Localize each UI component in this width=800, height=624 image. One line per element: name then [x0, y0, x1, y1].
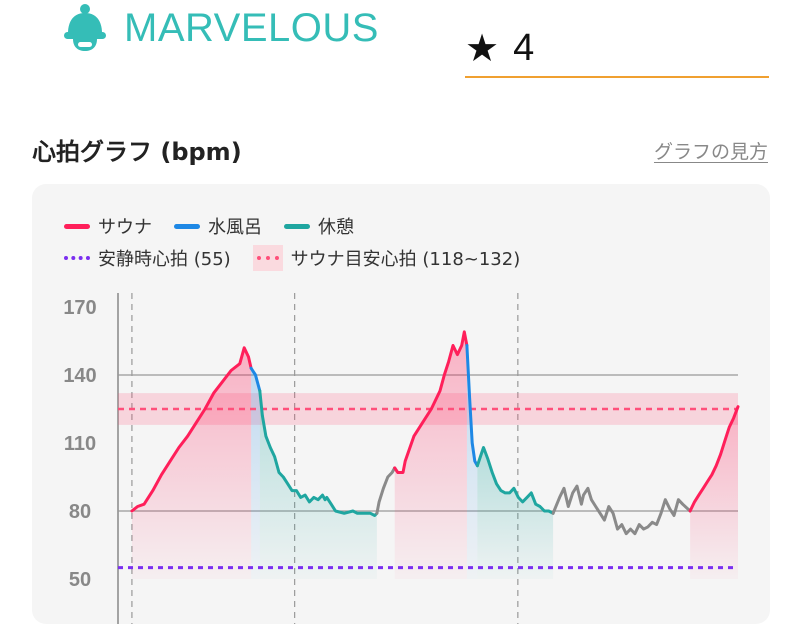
legend-swatch-rest: [284, 223, 310, 229]
brand-name: MARVELOUS: [124, 5, 379, 50]
legend-item-sauna-target: サウナ目安心拍 (118~132): [252, 245, 521, 271]
brand-logo: MARVELOUS: [60, 2, 379, 54]
legend-swatch-sauna-target: [252, 245, 283, 271]
y-tick-label-50: 50: [69, 569, 91, 591]
star-icon: ★: [465, 26, 500, 70]
legend-item-resting-hr: 安静時心拍 (55): [64, 245, 231, 271]
graph-help-link[interactable]: グラフの見方: [653, 141, 768, 163]
legend-item-rest: 休憩: [284, 213, 354, 239]
legend-label-resting-hr: 安静時心拍 (55): [98, 249, 231, 270]
legend-swatch-bath: [174, 223, 200, 229]
series-line-other-7: [551, 484, 692, 536]
sauna-hat-icon: [64, 4, 106, 51]
heart-rate-chart-card: サウナ 水風呂 休憩 安静時心拍 (55) サウナ目安心拍 (118~132) …: [32, 184, 770, 624]
area-sauna-0: [131, 347, 252, 579]
chart-legend: サウナ 水風呂 休憩 安静時心拍 (55) サウナ目安心拍 (118~132): [64, 210, 520, 274]
legend-swatch-resting-hr: [64, 256, 90, 260]
series-line-bath-1: [249, 366, 262, 393]
series-line-sauna-8: [688, 405, 740, 513]
y-tick-label-140: 140: [63, 365, 96, 387]
series-line-rest-2: [258, 389, 379, 517]
area-bath-1: [251, 368, 260, 579]
y-tick-label-80: 80: [69, 501, 91, 523]
rating-value: 4: [513, 26, 535, 69]
series-line-rest-6: [475, 446, 555, 515]
area-sauna-8: [690, 406, 738, 579]
series-line-sauna-0: [130, 346, 253, 513]
heart-rate-chart: 170 140 110 80 50: [63, 293, 740, 624]
area-rest-6: [477, 447, 554, 579]
y-tick-label-110: 110: [64, 433, 96, 455]
area-sauna-4: [394, 331, 467, 579]
legend-item-bath: 水風呂: [174, 213, 262, 239]
series-line-sauna-4: [393, 330, 469, 474]
y-tick-label-170: 170: [63, 297, 96, 319]
legend-label-rest: 休憩: [318, 217, 354, 238]
legend-item-sauna: サウナ: [64, 213, 152, 239]
legend-label-sauna-target: サウナ目安心拍 (118~132): [290, 249, 521, 270]
legend-label-sauna: サウナ: [98, 217, 152, 238]
series-line-other-3: [375, 466, 397, 515]
area-rest-2: [259, 390, 377, 579]
legend-swatch-sauna: [64, 223, 90, 229]
rating-display: ★ 4: [465, 20, 769, 78]
legend-label-bath: 水風呂: [208, 217, 262, 238]
series-line-bath-5: [465, 344, 479, 468]
section-title: 心拍グラフ (bpm): [32, 138, 242, 166]
